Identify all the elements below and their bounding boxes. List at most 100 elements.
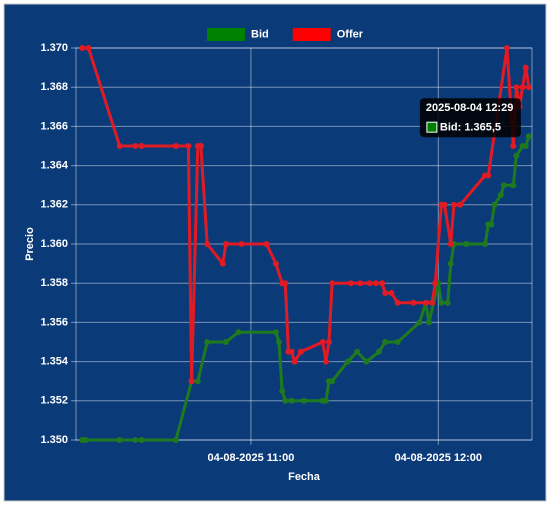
data-point <box>235 329 242 336</box>
data-point <box>288 397 295 404</box>
tooltip-box <box>419 98 521 138</box>
data-point <box>363 358 370 365</box>
data-point <box>291 358 298 365</box>
data-point <box>263 241 270 247</box>
data-point <box>510 143 517 149</box>
data-point <box>382 339 389 345</box>
data-point <box>463 241 470 247</box>
data-point <box>522 64 529 71</box>
data-point <box>447 260 454 267</box>
data-point <box>513 152 520 159</box>
plot-border <box>75 47 533 441</box>
y-tick-label: 1.356 <box>40 316 68 328</box>
data-point <box>138 143 145 149</box>
y-tick-label: 1.352 <box>40 395 68 407</box>
data-point <box>432 280 439 287</box>
data-point <box>504 45 511 51</box>
y-tick-label: 1.366 <box>40 120 68 132</box>
data-point <box>447 241 454 247</box>
data-point <box>375 348 382 355</box>
data-point <box>301 397 307 404</box>
tooltip-label: Bid: 1.365,5 <box>440 122 501 134</box>
data-point <box>500 182 507 189</box>
data-point <box>388 290 395 296</box>
data-point <box>497 192 504 198</box>
data-point <box>325 339 332 345</box>
data-point <box>329 280 336 287</box>
data-point <box>382 290 389 296</box>
data-point <box>372 280 379 287</box>
data-point <box>297 348 304 355</box>
data-point <box>344 358 351 365</box>
y-tick-label: 1.364 <box>40 160 68 172</box>
x-tick-label: 04-08-2025 12:00 <box>395 452 482 464</box>
data-point <box>288 348 295 355</box>
y-tick-label: 1.362 <box>40 199 68 211</box>
data-point <box>188 378 195 385</box>
y-tick-label: 1.350 <box>40 434 68 446</box>
data-point <box>272 329 279 336</box>
data-point <box>429 299 436 306</box>
data-point <box>522 143 529 149</box>
data-point <box>491 201 498 208</box>
data-point <box>482 241 489 247</box>
data-point <box>132 437 139 443</box>
data-point <box>525 84 532 91</box>
data-point <box>204 339 211 345</box>
data-point <box>441 201 448 208</box>
data-point <box>357 280 364 287</box>
data-point <box>222 339 229 345</box>
data-point <box>347 280 354 287</box>
data-point <box>457 201 464 208</box>
x-tick-label: 04-08-2025 11:00 <box>207 452 294 464</box>
tooltip-swatch <box>426 121 438 133</box>
chart-background <box>3 3 547 502</box>
y-tick-label: 1.370 <box>40 42 68 54</box>
data-point <box>85 45 92 51</box>
data-point <box>438 299 445 306</box>
data-point <box>172 143 179 149</box>
data-point <box>416 319 423 326</box>
legend-swatch <box>292 28 331 41</box>
data-point <box>450 201 457 208</box>
data-point <box>222 241 229 247</box>
data-point <box>379 280 386 287</box>
data-point <box>510 182 517 189</box>
data-point <box>279 388 286 394</box>
data-point <box>329 378 336 385</box>
y-tick-label: 1.354 <box>40 356 68 368</box>
legend-label: Bid <box>251 28 269 40</box>
data-point <box>519 84 526 91</box>
data-point <box>444 299 451 306</box>
y-axis-title: Precio <box>24 227 36 261</box>
y-tick-label: 1.360 <box>40 238 68 250</box>
data-point <box>394 299 401 306</box>
data-point <box>354 348 361 355</box>
tooltip-title: 2025-08-04 12:29 <box>426 102 513 114</box>
data-point <box>185 143 192 149</box>
tooltip: 2025-08-04 12:29 Bid: 1.365,5 <box>419 98 521 138</box>
data-point <box>366 280 373 287</box>
data-point <box>394 339 401 345</box>
data-point <box>485 172 492 179</box>
data-point <box>132 143 139 149</box>
x-axis-title: Fecha <box>288 471 321 483</box>
legend-swatch <box>207 28 245 41</box>
data-point <box>513 84 520 91</box>
labels: 1.350 1.352 1.354 1.356 1.358 1.360 1.362 1.364… <box>40 42 482 464</box>
data-point <box>79 45 86 51</box>
data-point <box>488 221 495 228</box>
data-point <box>138 437 145 443</box>
data-point <box>425 319 432 326</box>
data-point <box>322 358 329 365</box>
data-point <box>282 280 289 287</box>
data-point <box>172 437 179 443</box>
data-point <box>204 241 211 247</box>
data-point <box>219 260 226 267</box>
data-point <box>282 397 289 404</box>
data-point <box>272 260 279 267</box>
data-point <box>410 299 417 306</box>
data-point <box>276 339 283 345</box>
y-tick-label: 1.368 <box>40 81 68 93</box>
